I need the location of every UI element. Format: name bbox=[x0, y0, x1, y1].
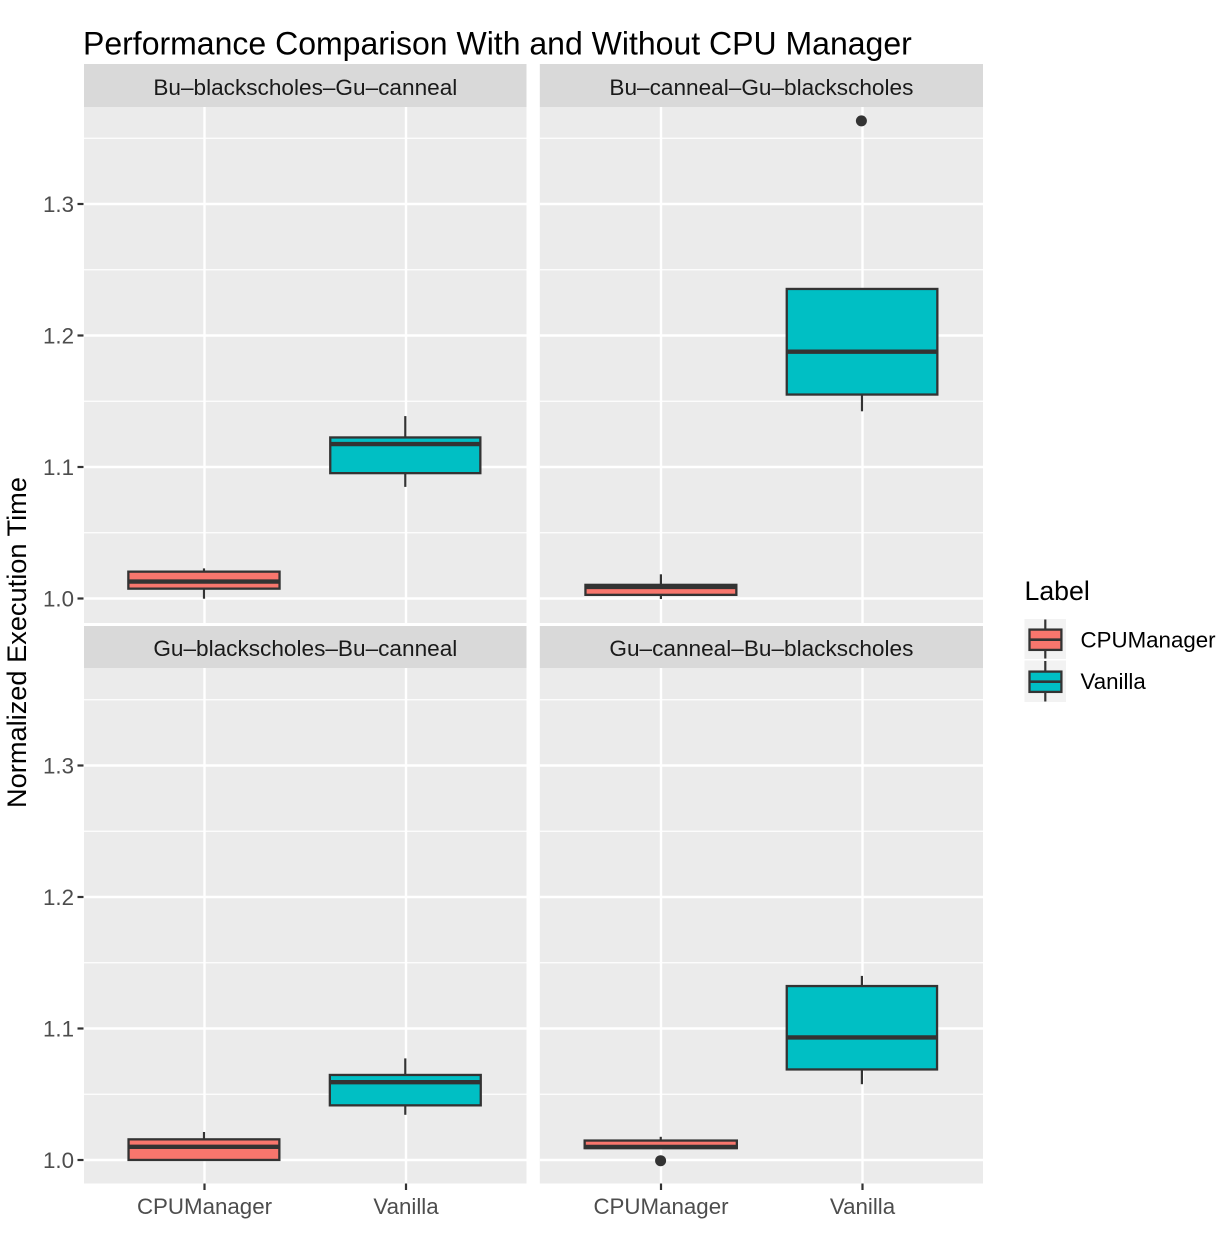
svg-text:Vanilla: Vanilla bbox=[1081, 669, 1147, 694]
svg-text:Gu–canneal–Bu–blackscholes: Gu–canneal–Bu–blackscholes bbox=[609, 636, 913, 661]
svg-text:Bu–canneal–Gu–blackscholes: Bu–canneal–Gu–blackscholes bbox=[609, 75, 913, 100]
svg-text:1.2: 1.2 bbox=[43, 324, 74, 349]
svg-text:Normalized Execution Time: Normalized Execution Time bbox=[1, 477, 32, 808]
svg-text:1.3: 1.3 bbox=[43, 192, 74, 217]
svg-text:Vanilla: Vanilla bbox=[373, 1194, 439, 1219]
svg-text:CPUManager: CPUManager bbox=[1081, 628, 1217, 653]
svg-text:1.3: 1.3 bbox=[43, 754, 74, 779]
svg-text:1.0: 1.0 bbox=[43, 1148, 74, 1173]
svg-text:CPUManager: CPUManager bbox=[137, 1194, 273, 1219]
svg-text:Label: Label bbox=[1025, 576, 1090, 606]
svg-text:Bu–blackscholes–Gu–canneal: Bu–blackscholes–Gu–canneal bbox=[153, 75, 457, 100]
svg-text:Vanilla: Vanilla bbox=[830, 1194, 896, 1219]
svg-text:1.1: 1.1 bbox=[43, 1017, 74, 1042]
svg-text:Performance Comparison With an: Performance Comparison With and Without … bbox=[83, 26, 912, 62]
svg-text:CPUManager: CPUManager bbox=[593, 1194, 729, 1219]
svg-text:Gu–blackscholes–Bu–canneal: Gu–blackscholes–Bu–canneal bbox=[153, 636, 457, 661]
svg-text:1.1: 1.1 bbox=[43, 455, 74, 480]
svg-text:1.2: 1.2 bbox=[43, 885, 74, 910]
svg-text:1.0: 1.0 bbox=[43, 587, 74, 612]
